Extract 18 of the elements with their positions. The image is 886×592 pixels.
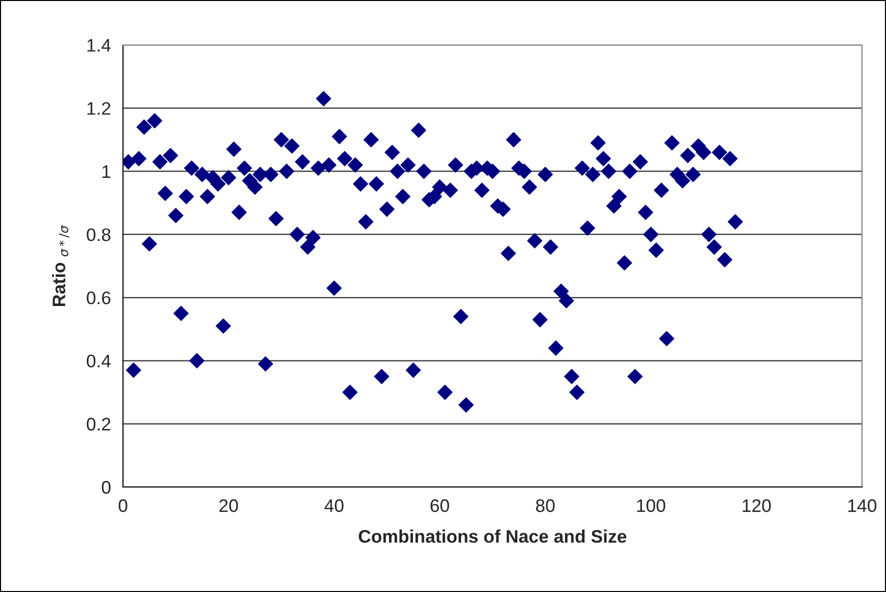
x-tick-label: 40	[324, 499, 344, 512]
x-tick-label: 140	[848, 499, 876, 512]
x-tick-label: 60	[430, 499, 450, 512]
y-tick-label: 0.4	[86, 354, 111, 368]
y-tick-label: 0.8	[86, 228, 110, 242]
x-tick-label: 80	[536, 499, 555, 512]
x-tick-label: 100	[637, 499, 666, 512]
y-tick-label: 0.6	[86, 292, 110, 304]
x-tick-label: 0	[118, 499, 128, 512]
y-tick-label: 1.2	[87, 102, 110, 115]
x-tick-label: 120	[742, 499, 771, 512]
x-axis-title: Combinations of Nace and Size	[358, 530, 626, 543]
y-tick-label: 0	[102, 480, 110, 494]
x-tick-label: 20	[219, 499, 238, 512]
y-tick-label: 1.4	[87, 39, 111, 52]
y-tick-label: 0.2	[86, 418, 110, 431]
y-axis-title: Ratio $_{σ*/σ}$	[52, 225, 70, 306]
y-tick-label: 1	[102, 165, 110, 178]
